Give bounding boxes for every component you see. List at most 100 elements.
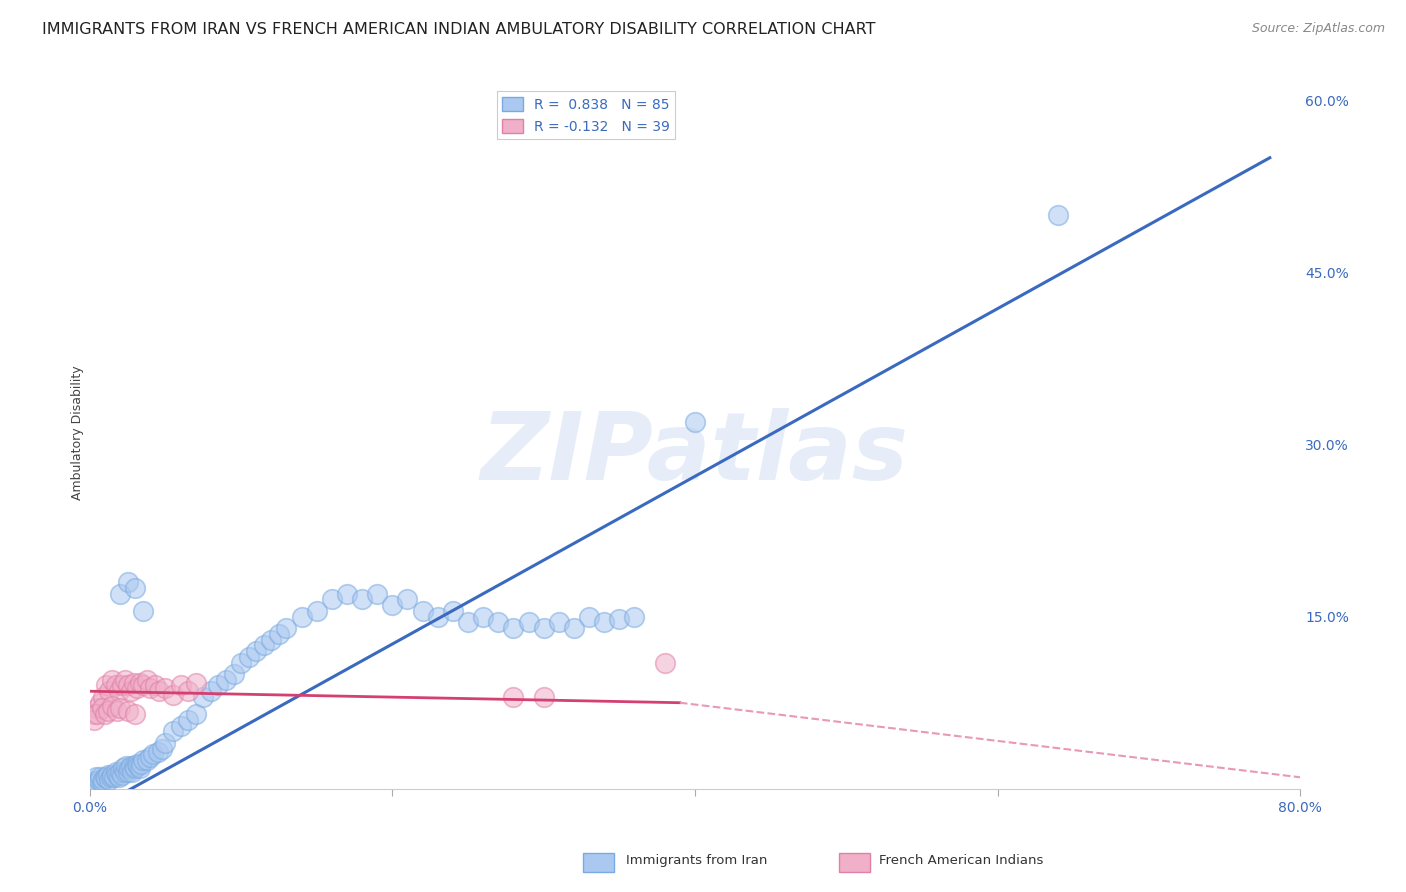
Point <box>502 690 524 704</box>
Point <box>200 684 222 698</box>
Point <box>136 753 159 767</box>
Point <box>177 684 200 698</box>
Point <box>222 667 245 681</box>
Point <box>117 764 139 779</box>
Point <box>96 678 118 692</box>
Point <box>124 581 146 595</box>
Point <box>215 673 238 687</box>
Point <box>86 776 108 790</box>
Point <box>118 761 141 775</box>
Point <box>108 701 131 715</box>
Point <box>89 770 111 784</box>
Point <box>122 676 145 690</box>
Point <box>128 676 150 690</box>
Point <box>169 719 191 733</box>
Point <box>125 756 148 771</box>
Y-axis label: Ambulatory Disability: Ambulatory Disability <box>72 366 84 500</box>
Point <box>104 678 127 692</box>
Point <box>114 673 136 687</box>
Point <box>142 747 165 762</box>
Point <box>245 644 267 658</box>
Point <box>110 768 132 782</box>
Point <box>426 609 449 624</box>
Point <box>381 598 404 612</box>
Point <box>352 592 374 607</box>
Point <box>97 768 120 782</box>
Point <box>139 749 162 764</box>
Point <box>654 656 676 670</box>
Point <box>105 768 128 782</box>
Point <box>155 736 177 750</box>
Point <box>100 770 122 784</box>
Point <box>96 772 118 786</box>
Point <box>547 615 569 630</box>
Point <box>683 415 706 429</box>
Point <box>253 638 276 652</box>
Point <box>124 707 146 722</box>
Point <box>533 621 555 635</box>
Point <box>83 707 105 722</box>
Point <box>607 612 630 626</box>
Point <box>89 696 111 710</box>
Point <box>139 681 162 695</box>
Text: French American Indians: French American Indians <box>879 854 1043 867</box>
Point <box>486 615 509 630</box>
Point <box>121 764 143 779</box>
Point <box>117 704 139 718</box>
Point <box>184 707 207 722</box>
Point <box>396 592 419 607</box>
Point <box>412 604 434 618</box>
Point <box>117 575 139 590</box>
Point <box>184 676 207 690</box>
Point <box>155 681 177 695</box>
Point <box>143 678 166 692</box>
Point <box>457 615 479 630</box>
Point <box>132 678 155 692</box>
Point <box>533 690 555 704</box>
Point <box>502 621 524 635</box>
Point <box>238 649 260 664</box>
Point <box>562 621 585 635</box>
Point <box>101 673 124 687</box>
Point <box>229 656 252 670</box>
Point <box>98 684 121 698</box>
Point <box>104 764 127 779</box>
Point <box>90 701 112 715</box>
Point <box>110 678 132 692</box>
Point <box>86 701 108 715</box>
Point <box>108 764 131 779</box>
Point <box>291 609 314 624</box>
Point <box>128 761 150 775</box>
Point <box>98 772 121 787</box>
Point <box>125 681 148 695</box>
Point <box>90 775 112 789</box>
Point <box>193 690 215 704</box>
Point <box>148 684 170 698</box>
Point <box>93 690 115 704</box>
Point <box>321 592 343 607</box>
Point <box>152 741 174 756</box>
Point <box>103 770 125 784</box>
Point <box>120 759 142 773</box>
Point <box>177 713 200 727</box>
Point <box>124 761 146 775</box>
Point <box>112 761 135 775</box>
Point <box>267 627 290 641</box>
Point <box>82 776 104 790</box>
Point <box>107 684 129 698</box>
Point <box>472 609 495 624</box>
Text: Immigrants from Iran: Immigrants from Iran <box>626 854 768 867</box>
Point <box>101 768 124 782</box>
Text: Source: ZipAtlas.com: Source: ZipAtlas.com <box>1251 22 1385 36</box>
Point <box>146 745 169 759</box>
Point <box>122 759 145 773</box>
Point <box>115 759 138 773</box>
Point <box>517 615 540 630</box>
Point <box>127 759 149 773</box>
Legend: R =  0.838   N = 85, R = -0.132   N = 39: R = 0.838 N = 85, R = -0.132 N = 39 <box>496 92 675 139</box>
Point <box>120 684 142 698</box>
Point <box>101 699 124 714</box>
Point <box>578 609 600 624</box>
Point <box>366 587 388 601</box>
Point <box>623 609 645 624</box>
